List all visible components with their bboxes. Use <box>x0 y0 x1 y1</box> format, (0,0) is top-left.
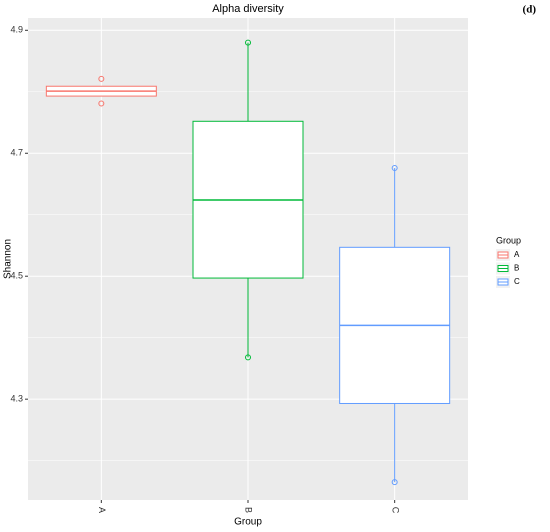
point <box>245 39 251 46</box>
x-tick-label: B <box>244 507 254 513</box>
y-axis-title: Shannon <box>3 239 14 279</box>
y-tick-label: 4.3 <box>10 394 23 404</box>
panel-label: (d) <box>523 4 537 16</box>
y-tick-label: 4.5 <box>10 271 23 281</box>
legend-label: B <box>514 264 519 273</box>
x-tick-label: A <box>97 507 107 513</box>
y-tick-label: 4.7 <box>10 148 23 158</box>
legend-label: C <box>514 277 520 286</box>
point <box>245 354 251 361</box>
point <box>391 165 398 172</box>
x-tick-label: C <box>390 507 400 514</box>
legend-label: A <box>514 250 520 259</box>
point <box>98 75 105 82</box>
point <box>391 479 398 486</box>
chart-title: Alpha diversity <box>212 3 284 15</box>
x-axis-title: Group <box>234 517 262 528</box>
point <box>98 100 105 107</box>
legend-title: Group <box>496 235 521 245</box>
y-tick-label: 4.9 <box>10 25 23 35</box>
